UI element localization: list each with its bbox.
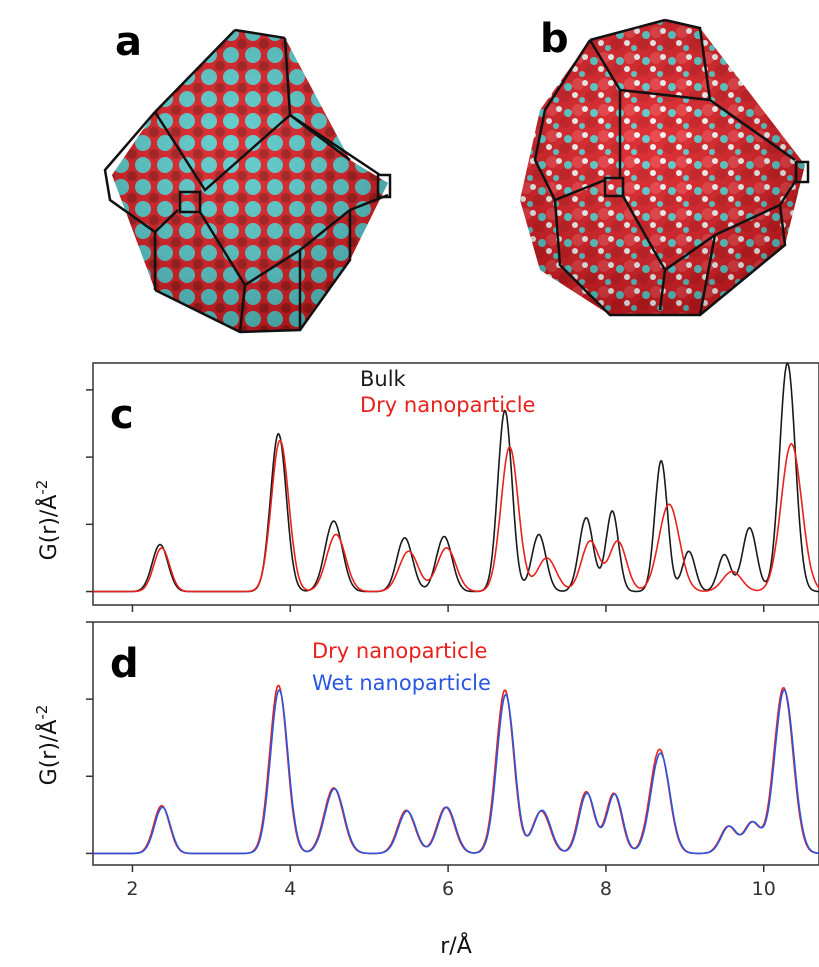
panel-a-nanoparticle-image: a	[103, 19, 392, 334]
panel-b-letter: b	[540, 16, 569, 62]
panel-c-legend-bulk: Bulk	[360, 367, 407, 391]
x-axis-label: r/Å	[440, 932, 472, 959]
panel-b-nanoparticle-image: b	[520, 16, 810, 317]
panel-c-letter: c	[110, 392, 134, 438]
panel-d-y-axis-label-text: G(r)/Å	[35, 720, 62, 786]
panel-c-chart: c Bulk Dry nanoparticle G(r)/Å-2	[33, 362, 819, 612]
panel-b-polyhedron-edges	[533, 18, 810, 317]
panel-d-y-axis-label-exponent: -2	[33, 705, 51, 720]
panel-d-letter: d	[110, 641, 139, 687]
panel-a-polyhedron-edges	[103, 28, 392, 334]
panel-d-x-tick-label-1: 4	[284, 878, 296, 900]
panel-c-lines	[93, 362, 819, 593]
panel-c-y-axis-label-exponent: -2	[33, 480, 51, 495]
panel-d-x-tick-label-3: 8	[600, 878, 612, 900]
panel-d-legend-dry: Dry nanoparticle	[312, 639, 487, 663]
panel-c-tick-marks	[86, 389, 765, 612]
panel-d-plot-frame	[92, 621, 819, 866]
panel-c-series-dry-nanoparticle	[93, 439, 819, 593]
panel-c-legend-dry: Dry nanoparticle	[360, 393, 535, 417]
panel-d-x-tick-label-2: 6	[442, 878, 454, 900]
panel-d-tick-marks	[86, 621, 765, 872]
panel-d-chart: d Dry nanoparticle Wet nanoparticle G(r)…	[33, 621, 819, 959]
panel-d-lines	[93, 684, 819, 855]
panel-a-letter: a	[115, 19, 142, 65]
panel-c-y-axis-label: G(r)/Å-2	[33, 480, 62, 561]
panel-d-x-tick-label-0: 2	[126, 878, 138, 900]
panel-d-series-wet-nanoparticle	[93, 689, 819, 855]
panel-d-y-axis-label: G(r)/Å-2	[33, 705, 62, 786]
panel-d-x-tick-label-4: 10	[752, 878, 776, 900]
panel-d-x-tick-labels: 2 4 6 8 10	[126, 878, 775, 900]
panel-c-y-axis-label-text: G(r)/Å	[35, 495, 62, 561]
panel-d-legend-wet: Wet nanoparticle	[312, 671, 491, 695]
